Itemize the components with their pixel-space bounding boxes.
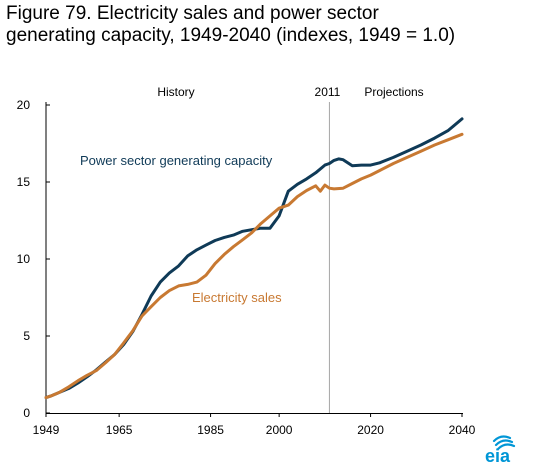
x-tick-label: 1965 <box>106 423 133 437</box>
projections-label: Projections <box>364 85 423 99</box>
chart-title: Figure 79. Electricity sales and power s… <box>6 3 526 47</box>
eia-logo-text: eia <box>485 446 511 466</box>
series-label-generating-capacity: Power sector generating capacity <box>80 153 273 168</box>
eia-logo: eia <box>485 435 516 466</box>
y-tick-label: 15 <box>17 175 31 189</box>
y-tick-label: 10 <box>17 252 31 266</box>
y-tick-label: 0 <box>23 406 30 420</box>
chart-title-line-2: generating capacity, 1949-2040 (indexes,… <box>6 25 456 46</box>
y-tick-label: 20 <box>17 98 31 112</box>
x-tick-label: 1985 <box>197 423 224 437</box>
y-tick-label: 5 <box>23 329 30 343</box>
x-axis-ticks: 1949 1965 1985 2000 2020 2040 <box>33 413 476 437</box>
history-label: History <box>157 85 194 99</box>
series-line-electricity-sales <box>44 132 464 400</box>
x-tick-label: 2020 <box>357 423 384 437</box>
x-tick-label: 2040 <box>449 423 476 437</box>
series-label-electricity-sales: Electricity sales <box>192 290 282 305</box>
divider-year-label: 2011 <box>315 85 341 99</box>
x-tick-label: 2000 <box>266 423 293 437</box>
eia-logo-mark <box>492 435 516 451</box>
x-tick-label: 1949 <box>33 423 60 437</box>
y-axis-ticks: 0 5 10 15 20 <box>17 98 50 420</box>
chart-title-line-1: Figure 79. Electricity sales and power s… <box>6 3 379 24</box>
